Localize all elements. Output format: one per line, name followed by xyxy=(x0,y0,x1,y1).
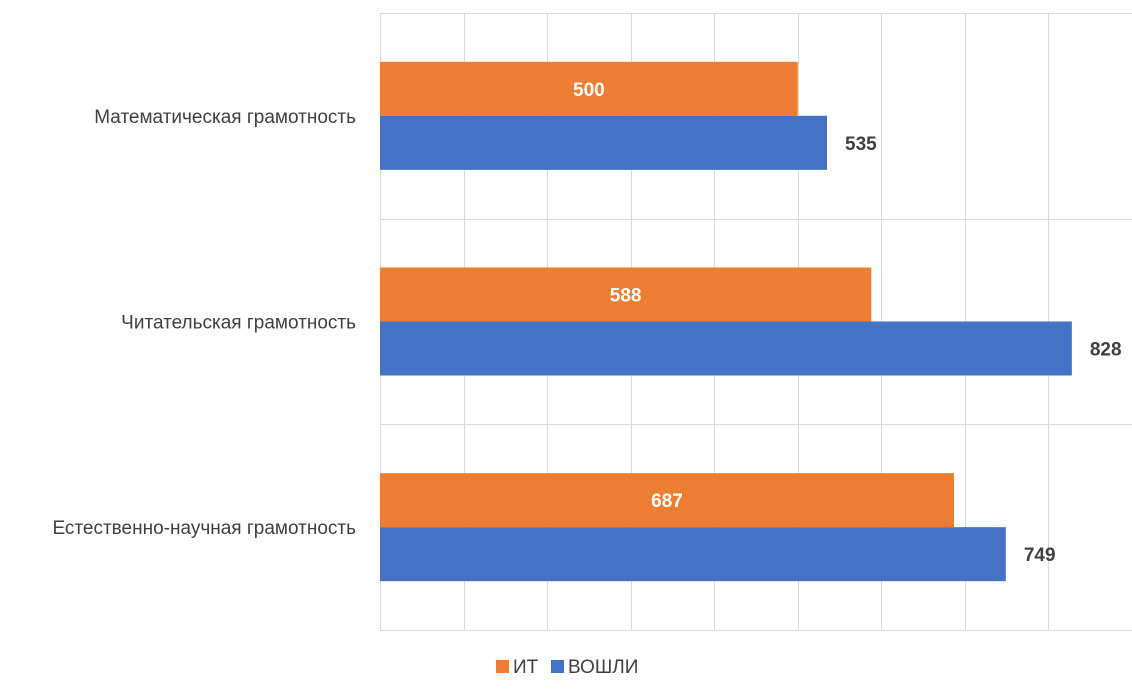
legend-label: ВОШЛИ xyxy=(568,657,638,678)
category-label: Читательская грамотность xyxy=(121,313,356,334)
data-labels: 500 535 588 828 687 749 xyxy=(573,80,1122,566)
data-label: 828 xyxy=(1090,340,1122,361)
bar-voshli xyxy=(380,527,1006,582)
category-label: Естественно-научная грамотность xyxy=(52,518,356,539)
bar-it xyxy=(380,61,798,116)
bar-it xyxy=(380,267,872,322)
legend-swatch xyxy=(551,660,564,673)
category-labels: Математическая грамотность Читательская г… xyxy=(52,107,356,539)
category-label: Математическая грамотность xyxy=(94,107,356,128)
data-label: 500 xyxy=(573,80,605,101)
data-label: 588 xyxy=(610,286,642,307)
bar-it xyxy=(380,473,955,528)
bars xyxy=(380,61,1072,582)
legend-label: ИТ xyxy=(513,657,539,678)
legend-swatch xyxy=(496,660,509,673)
data-label: 749 xyxy=(1024,545,1056,566)
bar-voshli xyxy=(380,115,828,170)
data-label: 535 xyxy=(845,134,877,155)
bar-voshli xyxy=(380,321,1072,376)
data-label: 687 xyxy=(651,491,683,512)
legend: ИТ ВОШЛИ xyxy=(496,657,638,678)
